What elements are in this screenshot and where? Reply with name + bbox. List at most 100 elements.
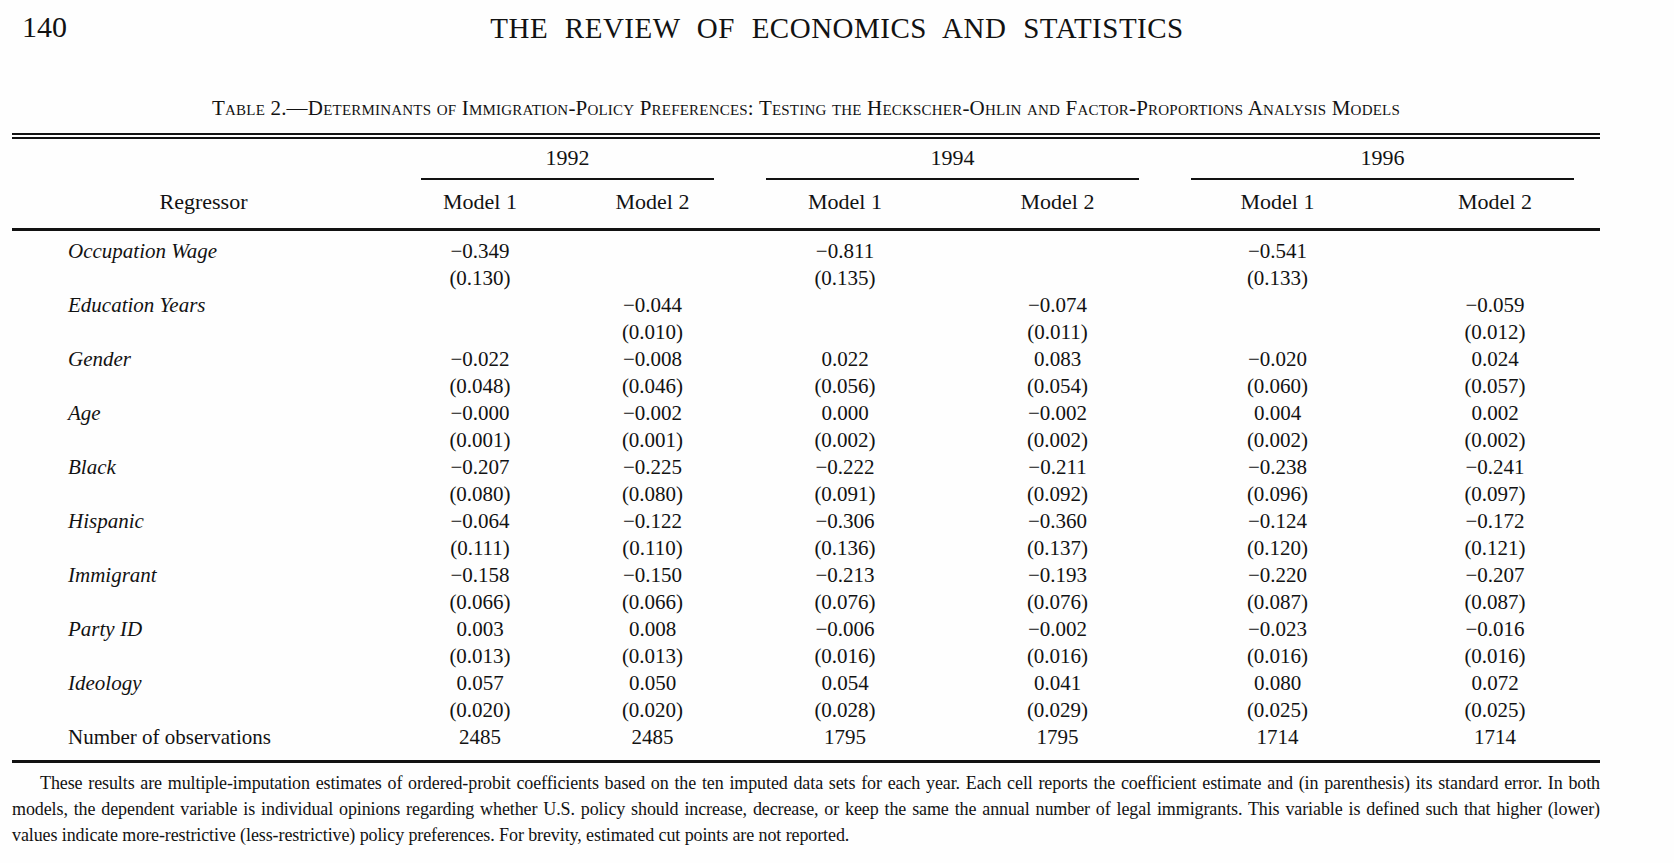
se-value: (0.087) xyxy=(1390,589,1600,616)
data-cell xyxy=(1165,292,1390,346)
model-column-header: Model 1 xyxy=(1165,180,1390,230)
coef-value: −0.207 xyxy=(1390,562,1600,589)
data-cell: −0.020(0.060) xyxy=(1165,346,1390,400)
observations-value: 2485 xyxy=(395,724,565,762)
data-cell: 0.057(0.020) xyxy=(395,670,565,724)
data-cell: 0.054(0.028) xyxy=(740,670,950,724)
coef-value: −0.811 xyxy=(740,238,950,265)
data-cell: −0.349(0.130) xyxy=(395,230,565,293)
coef-value: −0.225 xyxy=(565,454,740,481)
data-cell: 0.072(0.025) xyxy=(1390,670,1600,724)
table-row: Party ID 0.003(0.013) 0.008(0.013) −0.00… xyxy=(12,616,1600,670)
data-cell: −0.211(0.092) xyxy=(950,454,1165,508)
data-cell: −0.122(0.110) xyxy=(565,508,740,562)
data-cell: −0.238(0.096) xyxy=(1165,454,1390,508)
data-cell: −0.044(0.010) xyxy=(565,292,740,346)
data-cell: −0.306(0.136) xyxy=(740,508,950,562)
se-value: (0.135) xyxy=(740,265,950,292)
coef-value: −0.360 xyxy=(950,508,1165,535)
coef-value: −0.211 xyxy=(950,454,1165,481)
data-cell xyxy=(950,230,1165,293)
coef-value: 0.080 xyxy=(1165,670,1390,697)
data-cell: −0.158(0.066) xyxy=(395,562,565,616)
coef-value: −0.000 xyxy=(395,400,565,427)
year-label: 1992 xyxy=(421,139,714,180)
data-cell: −0.022(0.048) xyxy=(395,346,565,400)
table-title: Table 2.—Determinants of Immigration-Pol… xyxy=(12,96,1600,121)
data-cell: 0.004(0.002) xyxy=(1165,400,1390,454)
coef-value: 0.008 xyxy=(565,616,740,643)
se-value: (0.016) xyxy=(740,643,950,670)
coef-value: −0.008 xyxy=(565,346,740,373)
data-cell: −0.541(0.133) xyxy=(1165,230,1390,293)
coef-value: −0.020 xyxy=(1165,346,1390,373)
model-header-row: Regressor Model 1 Model 2 Model 1 Model … xyxy=(12,180,1600,230)
empty-corner-cell xyxy=(12,136,395,180)
data-cell xyxy=(1390,230,1600,293)
coef-value: −0.241 xyxy=(1390,454,1600,481)
se-value: (0.076) xyxy=(950,589,1165,616)
regressor-label: Hispanic xyxy=(12,508,395,562)
data-cell: −0.124(0.120) xyxy=(1165,508,1390,562)
data-cell: −0.360(0.137) xyxy=(950,508,1165,562)
se-value: (0.066) xyxy=(565,589,740,616)
coef-value: 0.004 xyxy=(1165,400,1390,427)
regressor-label: Party ID xyxy=(12,616,395,670)
coef-value: 0.050 xyxy=(565,670,740,697)
regressor-label: Education Years xyxy=(12,292,395,346)
coef-value: 0.022 xyxy=(740,346,950,373)
regressor-column-header: Regressor xyxy=(12,180,395,230)
data-cell: 0.050(0.020) xyxy=(565,670,740,724)
se-value: (0.092) xyxy=(950,481,1165,508)
coef-value: −0.023 xyxy=(1165,616,1390,643)
table-row: Hispanic −0.064(0.111) −0.122(0.110) −0.… xyxy=(12,508,1600,562)
coef-value: −0.124 xyxy=(1165,508,1390,535)
observations-value: 1795 xyxy=(740,724,950,762)
se-value: (0.028) xyxy=(740,697,950,724)
data-cell: 0.022(0.056) xyxy=(740,346,950,400)
regressor-label: Ideology xyxy=(12,670,395,724)
data-cell: 0.002(0.002) xyxy=(1390,400,1600,454)
se-value: (0.121) xyxy=(1390,535,1600,562)
model-column-header: Model 2 xyxy=(1390,180,1600,230)
data-cell: −0.213(0.076) xyxy=(740,562,950,616)
se-value: (0.025) xyxy=(1165,697,1390,724)
data-cell xyxy=(395,292,565,346)
coef-value: −0.172 xyxy=(1390,508,1600,535)
coef-value: −0.220 xyxy=(1165,562,1390,589)
coef-value: 0.024 xyxy=(1390,346,1600,373)
se-value: (0.136) xyxy=(740,535,950,562)
se-value: (0.025) xyxy=(1390,697,1600,724)
se-value: (0.013) xyxy=(395,643,565,670)
data-cell: 0.041(0.029) xyxy=(950,670,1165,724)
data-cell: −0.150(0.066) xyxy=(565,562,740,616)
se-value: (0.001) xyxy=(395,427,565,454)
data-cell: −0.006(0.016) xyxy=(740,616,950,670)
coef-value: −0.064 xyxy=(395,508,565,535)
coef-value: −0.016 xyxy=(1390,616,1600,643)
year-group-1994: 1994 xyxy=(740,136,1165,180)
data-cell: −0.064(0.111) xyxy=(395,508,565,562)
se-value: (0.137) xyxy=(950,535,1165,562)
observations-value: 1714 xyxy=(1165,724,1390,762)
se-value: (0.013) xyxy=(565,643,740,670)
model-column-header: Model 1 xyxy=(395,180,565,230)
coef-value xyxy=(1390,238,1600,265)
se-value: (0.066) xyxy=(395,589,565,616)
coef-value: −0.122 xyxy=(565,508,740,535)
se-value: (0.002) xyxy=(950,427,1165,454)
se-value: (0.020) xyxy=(565,697,740,724)
data-cell: −0.241(0.097) xyxy=(1390,454,1600,508)
data-cell: −0.172(0.121) xyxy=(1390,508,1600,562)
journal-page: 140 THE REVIEW OF ECONOMICS AND STATISTI… xyxy=(0,0,1674,863)
se-value: (0.011) xyxy=(950,319,1165,346)
regressor-label: Gender xyxy=(12,346,395,400)
coef-value: −0.213 xyxy=(740,562,950,589)
coef-value: 0.057 xyxy=(395,670,565,697)
se-value: (0.002) xyxy=(1165,427,1390,454)
observations-value: 2485 xyxy=(565,724,740,762)
coef-value xyxy=(565,238,740,265)
se-value: (0.057) xyxy=(1390,373,1600,400)
year-label: 1994 xyxy=(766,139,1139,180)
data-cell: 0.080(0.025) xyxy=(1165,670,1390,724)
